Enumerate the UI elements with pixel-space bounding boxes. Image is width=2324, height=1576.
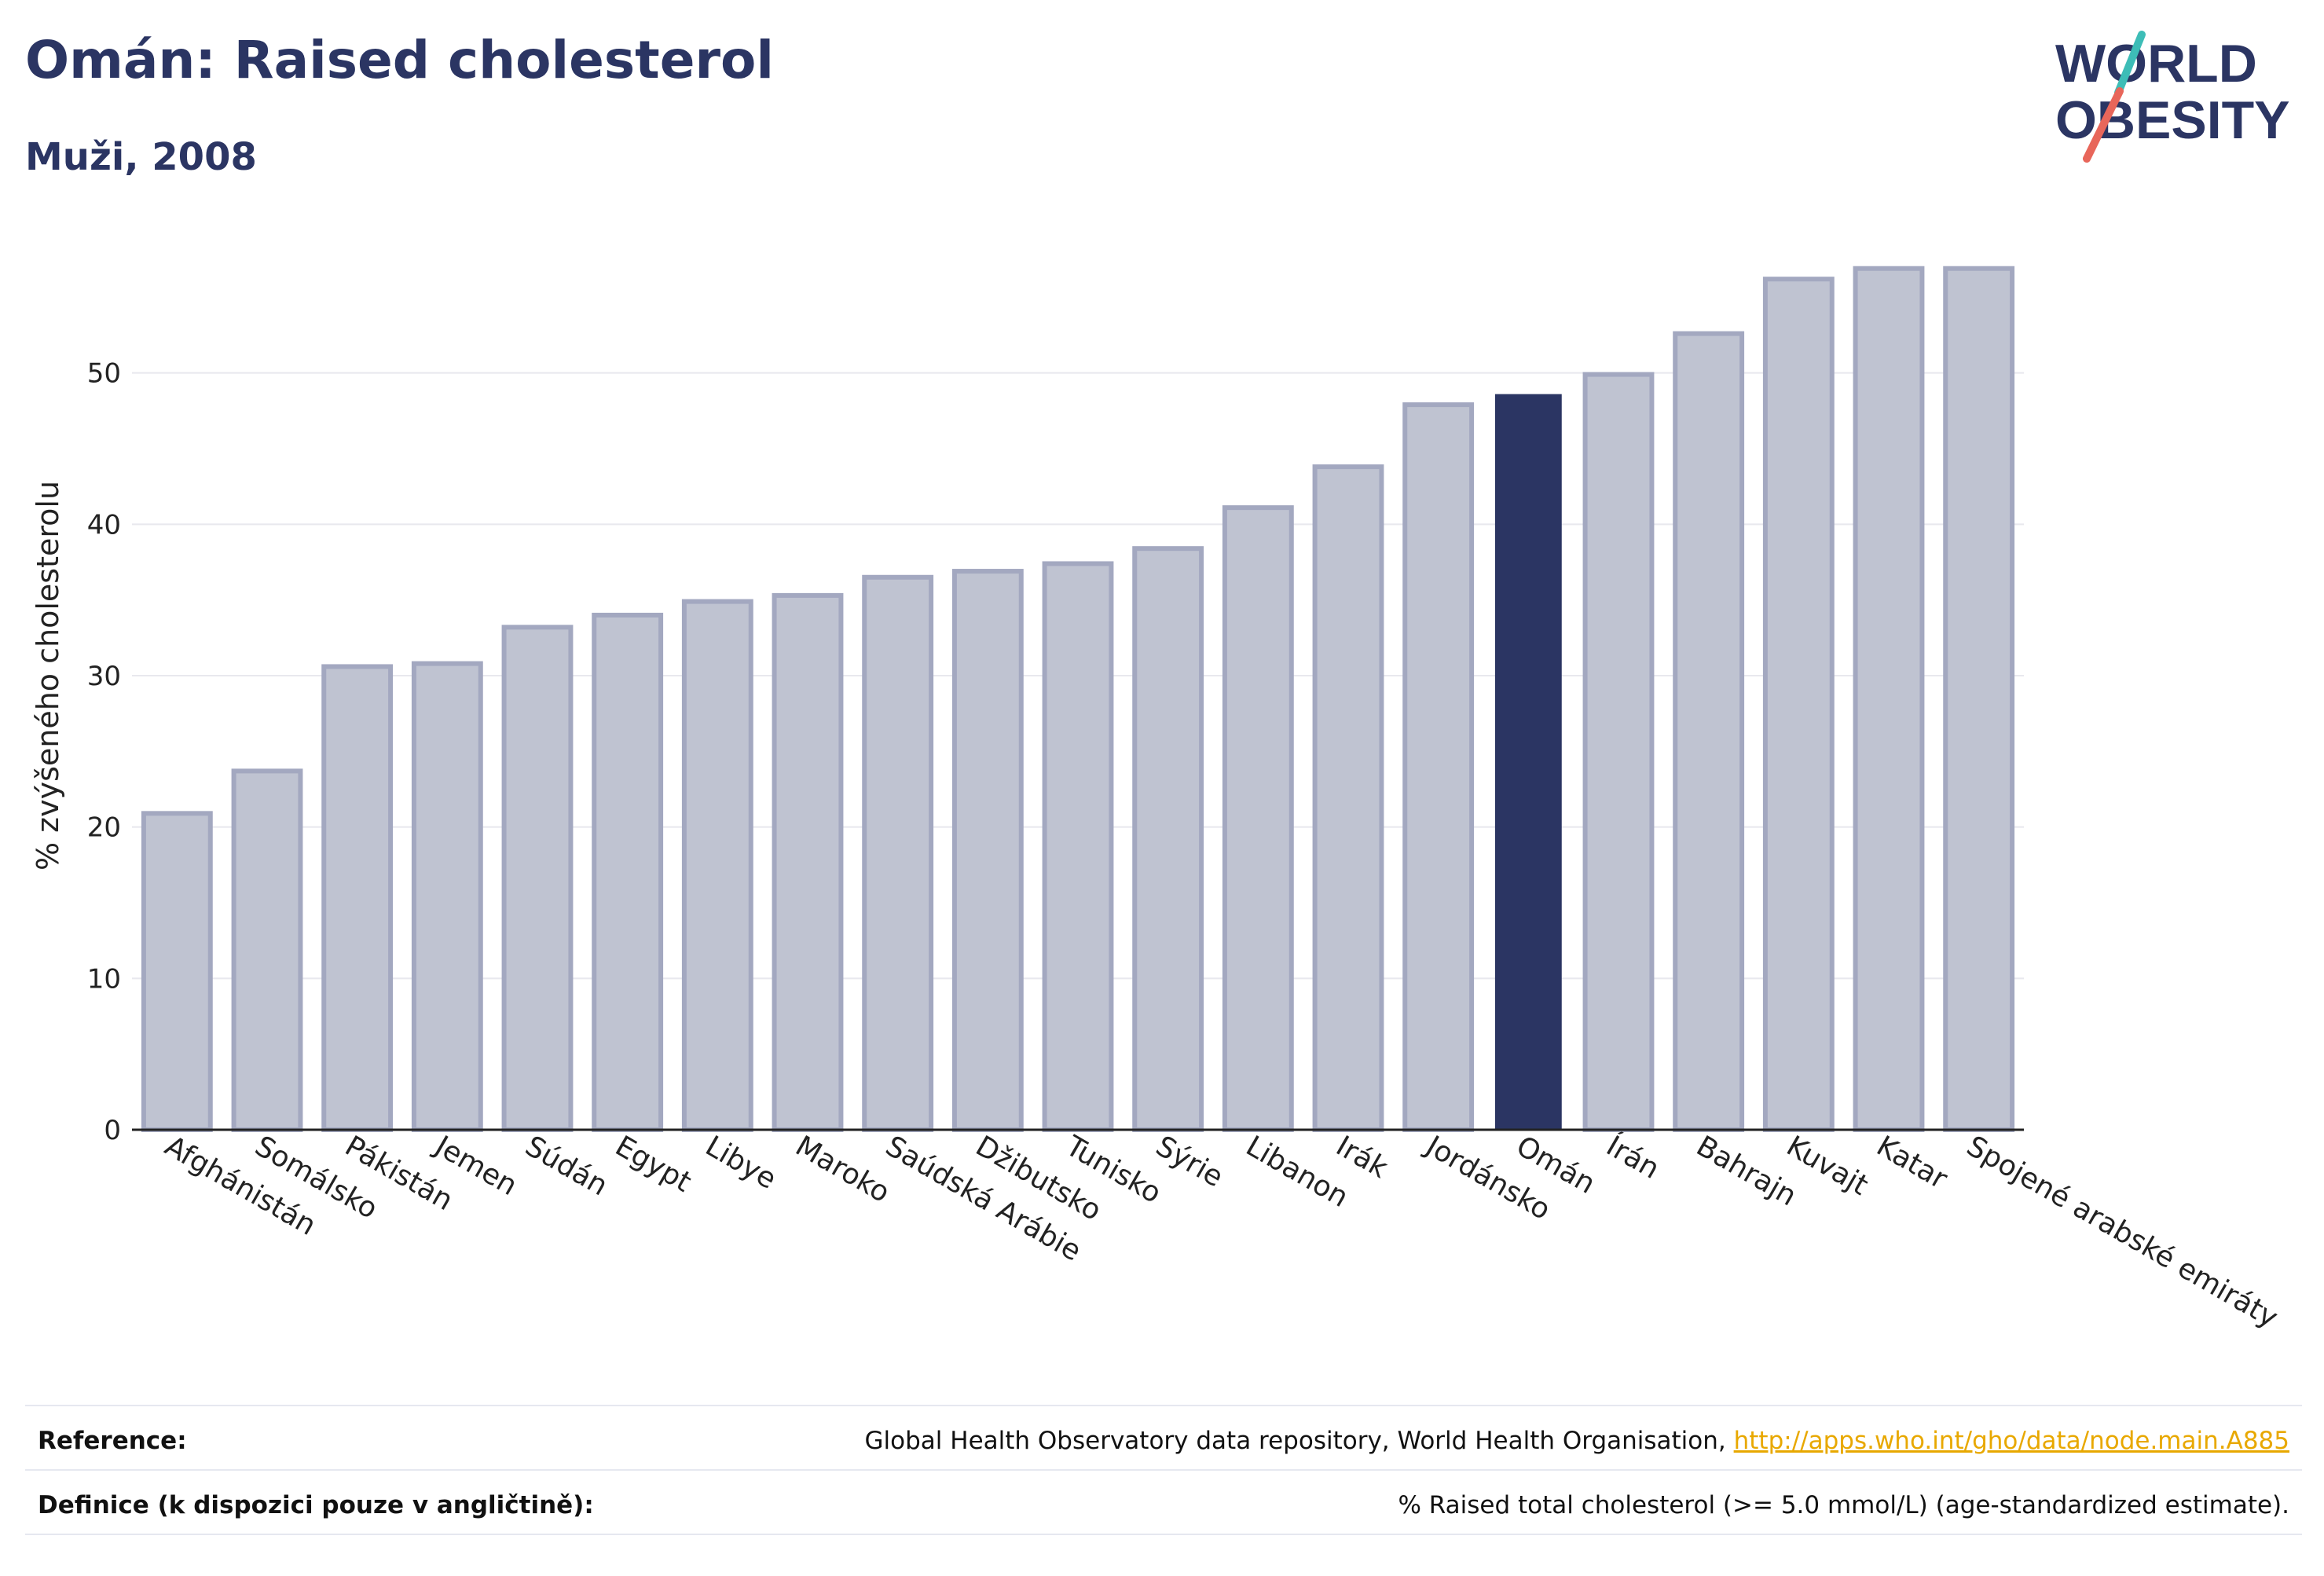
bar-pákistán (321, 664, 394, 1132)
bar-afghánistán (141, 811, 213, 1132)
bar-libye (681, 599, 753, 1132)
x-tick-label: Súdán (520, 1130, 614, 1202)
footer-divider-top (25, 1405, 2302, 1406)
bar-súdán (501, 625, 574, 1132)
world-obesity-logo: WORLD OBESITY (2055, 31, 2290, 163)
bar-spojené-arabské-emiráty (1943, 266, 2015, 1132)
y-tick-label: 30 (87, 661, 121, 692)
bar-libanon (1222, 505, 1294, 1132)
x-tick-label: Írán (1601, 1129, 1666, 1186)
bar-džibutsko (951, 569, 1024, 1132)
bar-omán (1494, 394, 1562, 1130)
bar-írán (1582, 372, 1655, 1132)
reference-label: Reference: (38, 1427, 187, 1455)
footer-divider-middle (25, 1469, 2302, 1471)
bars-layer (141, 266, 2015, 1133)
x-tick-label: Katar (1871, 1130, 1953, 1196)
x-tick-label: Libanon (1241, 1130, 1354, 1214)
y-tick-label: 40 (87, 509, 121, 541)
x-tick-label: Bahrajn (1691, 1130, 1802, 1212)
y-axis-label: % zvýšeného cholesterolu (31, 481, 65, 870)
logo-line1: WORLD (2055, 34, 2257, 93)
bar-tunisko (1042, 561, 1114, 1132)
bar-kuvajt (1762, 277, 1835, 1132)
bar-maroko (772, 592, 844, 1132)
y-tick-label: 20 (87, 812, 121, 844)
x-tick-label: Egypt (610, 1130, 696, 1198)
x-tick-label: Spojené arabské emiráty (1961, 1130, 2283, 1334)
reference-text: Global Health Observatory data repositor… (864, 1427, 1734, 1455)
y-tick-label: 0 (104, 1115, 121, 1146)
bar-saúdská-arábie (862, 574, 934, 1132)
x-tick-label: Afghánistán (159, 1130, 321, 1242)
y-tick-label: 10 (87, 963, 121, 995)
x-tick-label: Libye (700, 1130, 782, 1196)
logo-slash-teal (2114, 31, 2146, 97)
bar-irák (1312, 464, 1384, 1132)
bar-sýrie (1132, 546, 1204, 1132)
bar-jemen (411, 661, 483, 1132)
bar-somálsko (231, 768, 303, 1132)
bar-egypt (592, 612, 664, 1132)
definition-label: Definice (k dispozici pouze v angličtině… (38, 1491, 594, 1519)
logo-slash-red (2083, 87, 2124, 163)
page-subtitle: Muži, 2008 (25, 135, 257, 179)
reference-link[interactable]: http://apps.who.int/gho/data/node.main.A… (1733, 1427, 2289, 1455)
bar-chart: 0 10 20 30 40 50 % zvýšeného cholesterolu Afghá… (31, 266, 2283, 1335)
y-tick-label: 50 (87, 358, 121, 390)
footer-divider-bottom (25, 1534, 2302, 1535)
x-tick-label: Irák (1331, 1130, 1394, 1185)
x-tick-label: Maroko (790, 1130, 896, 1209)
bar-jordánsko (1402, 402, 1475, 1132)
reference-value: Global Health Observatory data repositor… (865, 1427, 2289, 1455)
page-title: Omán: Raised cholesterol (25, 30, 774, 90)
bar-bahrajn (1673, 331, 1745, 1133)
bar-katar (1853, 266, 1925, 1132)
definition-value: % Raised total cholesterol (>= 5.0 mmol/… (1398, 1491, 2289, 1519)
